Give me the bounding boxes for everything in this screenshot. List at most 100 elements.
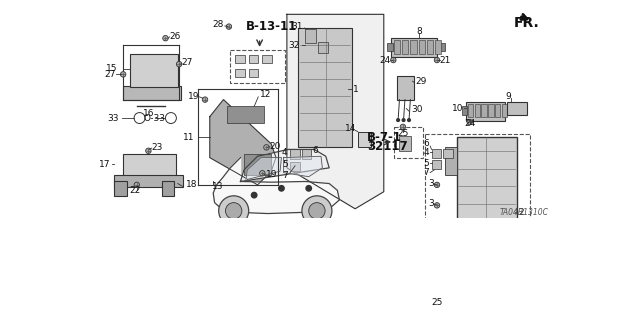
- Text: 6: 6: [313, 146, 319, 155]
- Text: 31: 31: [292, 22, 303, 31]
- Text: 32: 32: [288, 41, 299, 49]
- Text: 19: 19: [266, 170, 277, 179]
- Circle shape: [397, 119, 399, 122]
- Bar: [291, 162, 300, 171]
- Bar: [443, 149, 452, 158]
- Circle shape: [402, 119, 405, 122]
- Circle shape: [163, 35, 168, 41]
- Bar: [435, 40, 441, 54]
- Text: 27: 27: [104, 70, 115, 79]
- Circle shape: [264, 145, 269, 150]
- Circle shape: [252, 192, 257, 198]
- Bar: [445, 147, 458, 175]
- Bar: [298, 28, 352, 147]
- Text: 10: 10: [452, 104, 463, 113]
- Text: 28: 28: [212, 20, 224, 29]
- Circle shape: [435, 57, 440, 63]
- Bar: [425, 134, 531, 308]
- Text: 32117: 32117: [367, 139, 407, 152]
- Bar: [305, 29, 316, 43]
- Bar: [130, 54, 178, 87]
- Bar: [262, 55, 272, 63]
- Circle shape: [260, 171, 265, 176]
- Text: 14: 14: [345, 124, 356, 133]
- Text: 3: 3: [428, 179, 433, 188]
- Bar: [502, 104, 508, 117]
- Bar: [387, 43, 394, 51]
- Text: B-7-1: B-7-1: [367, 131, 402, 144]
- Circle shape: [226, 24, 232, 29]
- Text: 19: 19: [188, 92, 200, 101]
- Text: 24: 24: [464, 119, 476, 128]
- Bar: [402, 40, 408, 54]
- Text: 11: 11: [183, 133, 195, 142]
- Polygon shape: [284, 156, 323, 177]
- Text: 20: 20: [270, 142, 281, 151]
- Text: 13: 13: [212, 182, 223, 191]
- Text: 7: 7: [423, 168, 429, 177]
- Bar: [394, 40, 400, 54]
- Text: B-13-11: B-13-11: [246, 20, 297, 33]
- Bar: [123, 86, 181, 100]
- Circle shape: [302, 196, 332, 226]
- Text: 17: 17: [99, 160, 111, 169]
- Text: 25: 25: [431, 298, 442, 308]
- Circle shape: [306, 186, 312, 191]
- Bar: [390, 38, 437, 57]
- Bar: [488, 104, 493, 117]
- Text: 21: 21: [440, 56, 451, 65]
- Bar: [358, 132, 371, 147]
- Text: 26: 26: [170, 32, 181, 41]
- Text: 4: 4: [423, 148, 429, 157]
- Text: 23: 23: [152, 143, 163, 152]
- Circle shape: [225, 203, 242, 219]
- Bar: [235, 55, 244, 63]
- Bar: [162, 182, 174, 197]
- Bar: [394, 127, 422, 158]
- Circle shape: [400, 124, 406, 130]
- Bar: [244, 154, 271, 175]
- Bar: [115, 182, 127, 197]
- Bar: [227, 107, 264, 123]
- Circle shape: [308, 203, 325, 219]
- Text: O-33: O-33: [143, 114, 166, 122]
- Text: 8: 8: [417, 27, 422, 36]
- Circle shape: [408, 119, 410, 122]
- Text: 25: 25: [397, 129, 408, 138]
- Text: 15: 15: [106, 64, 118, 73]
- Text: 18: 18: [186, 181, 197, 189]
- Bar: [507, 102, 527, 115]
- Text: 30: 30: [411, 105, 422, 114]
- Bar: [249, 55, 259, 63]
- Bar: [397, 76, 415, 100]
- Bar: [235, 69, 244, 77]
- Bar: [431, 149, 441, 158]
- Bar: [431, 160, 441, 169]
- Bar: [427, 40, 433, 54]
- Text: 9: 9: [505, 92, 511, 101]
- Bar: [438, 43, 445, 51]
- Polygon shape: [246, 158, 282, 180]
- Text: 3: 3: [428, 199, 433, 209]
- Bar: [123, 154, 177, 178]
- Circle shape: [435, 182, 440, 188]
- Bar: [318, 41, 328, 53]
- Circle shape: [390, 57, 396, 63]
- Circle shape: [202, 97, 208, 102]
- Bar: [457, 137, 517, 297]
- Text: 2: 2: [519, 208, 524, 217]
- Bar: [410, 40, 417, 54]
- Circle shape: [435, 203, 440, 208]
- Circle shape: [442, 297, 448, 302]
- Bar: [230, 50, 285, 83]
- Text: 12: 12: [260, 90, 271, 99]
- Bar: [291, 149, 300, 159]
- Bar: [249, 69, 259, 77]
- Text: 4: 4: [282, 148, 287, 157]
- Text: 5: 5: [423, 159, 429, 167]
- Bar: [468, 104, 473, 117]
- Circle shape: [278, 186, 284, 191]
- Text: 24: 24: [380, 56, 390, 65]
- Text: TA04B1310C: TA04B1310C: [500, 208, 548, 217]
- Bar: [481, 104, 487, 117]
